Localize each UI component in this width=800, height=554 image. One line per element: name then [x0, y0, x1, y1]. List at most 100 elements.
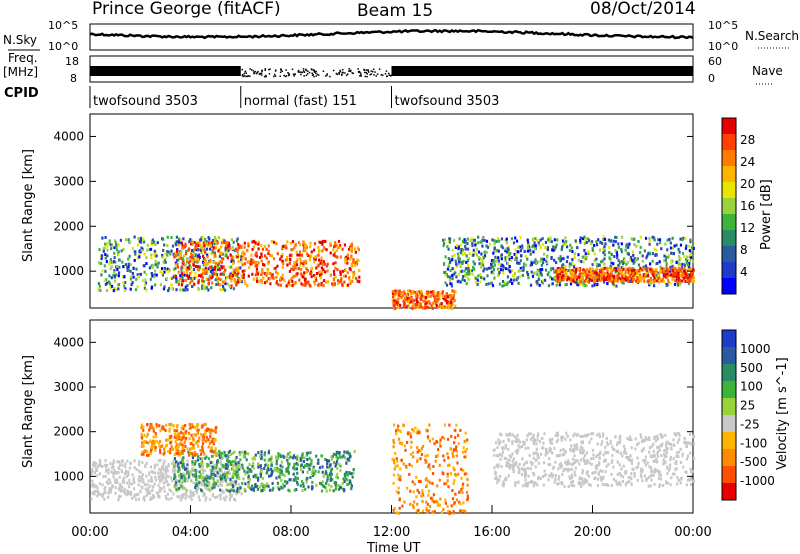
range-cell [204, 498, 207, 502]
range-cell [405, 305, 408, 309]
range-cell [659, 241, 662, 245]
range-cell [461, 278, 464, 281]
range-cell [96, 465, 99, 469]
range-cell [692, 276, 696, 280]
range-cell [246, 284, 249, 288]
range-cell [130, 283, 133, 287]
range-cell [222, 238, 225, 242]
range-cell [252, 487, 255, 491]
range-cell [191, 285, 194, 288]
range-cell [256, 272, 259, 276]
range-cell [155, 425, 158, 429]
range-cell [197, 265, 200, 269]
range-cell [452, 289, 455, 293]
range-cell [679, 237, 682, 241]
range-cell [244, 472, 247, 476]
range-cell [580, 440, 583, 444]
range-cell [339, 469, 342, 473]
range-cell [395, 457, 398, 461]
range-cell [167, 475, 170, 478]
range-cell [165, 277, 168, 281]
range-cell [288, 462, 291, 466]
range-cell [591, 240, 594, 244]
range-cell [478, 262, 481, 266]
range-cell [508, 265, 511, 268]
range-cell [268, 488, 272, 492]
range-cell [455, 498, 458, 502]
range-cell [631, 267, 634, 270]
range-cell [658, 276, 661, 280]
range-cell [552, 248, 555, 252]
range-cell [123, 275, 126, 279]
range-cell [197, 428, 201, 432]
range-cell [335, 243, 338, 247]
range-cell [677, 247, 680, 251]
range-cell [267, 260, 270, 264]
range-cell [455, 449, 458, 453]
range-cell [224, 463, 227, 467]
range-cell [118, 475, 121, 479]
range-cell [615, 236, 618, 239]
range-cell [527, 241, 530, 244]
range-cell [135, 493, 138, 497]
range-cell [236, 255, 239, 259]
range-cell [455, 423, 458, 427]
range-cell [275, 467, 278, 471]
range-cell [335, 475, 338, 479]
range-cell [204, 237, 207, 241]
range-cell [417, 431, 420, 435]
range-cell [310, 266, 314, 270]
range-cell [189, 447, 192, 451]
range-cell [239, 278, 242, 282]
range-cell [219, 488, 222, 492]
range-cell [650, 444, 653, 448]
range-cell [449, 275, 452, 279]
range-cell [214, 254, 217, 258]
range-cell [159, 448, 162, 452]
range-cell [212, 440, 215, 444]
range-cell [464, 267, 468, 271]
range-cell [353, 247, 356, 251]
range-cell [181, 481, 184, 484]
freq-dot [315, 70, 317, 73]
range-cell [642, 265, 645, 269]
range-cell [193, 277, 196, 280]
range-cell [688, 253, 692, 257]
freq-dot [315, 72, 317, 74]
range-cell [175, 446, 178, 450]
range-cell [248, 468, 251, 472]
range-cell [140, 452, 143, 456]
range-cell [632, 253, 635, 257]
range-cell [178, 483, 181, 487]
range-cell [206, 465, 209, 469]
range-cell [210, 270, 213, 273]
range-cell [343, 480, 346, 483]
range-cell [234, 472, 237, 476]
range-cell [319, 270, 322, 274]
range-cell [300, 464, 303, 468]
range-cell [164, 428, 167, 432]
range-cell [459, 270, 462, 274]
range-cell [472, 266, 475, 270]
range-cell [498, 282, 501, 286]
range-cell [101, 236, 104, 240]
range-cell [156, 265, 159, 269]
range-cell [621, 273, 624, 277]
range-cell [159, 283, 162, 287]
range-cell [300, 282, 303, 286]
range-cell [668, 468, 671, 472]
range-cell [354, 250, 357, 254]
range-cell [454, 472, 457, 476]
range-cell [204, 422, 207, 426]
range-cell [284, 244, 287, 248]
range-cell [647, 274, 650, 278]
range-cell [208, 278, 211, 282]
range-cell [397, 301, 400, 305]
range-cell [173, 473, 176, 477]
range-cell [392, 473, 396, 477]
range-cell [191, 453, 194, 457]
range-cell [355, 260, 359, 264]
range-cell [194, 484, 197, 488]
range-cell [601, 440, 604, 444]
range-cell [667, 280, 670, 283]
